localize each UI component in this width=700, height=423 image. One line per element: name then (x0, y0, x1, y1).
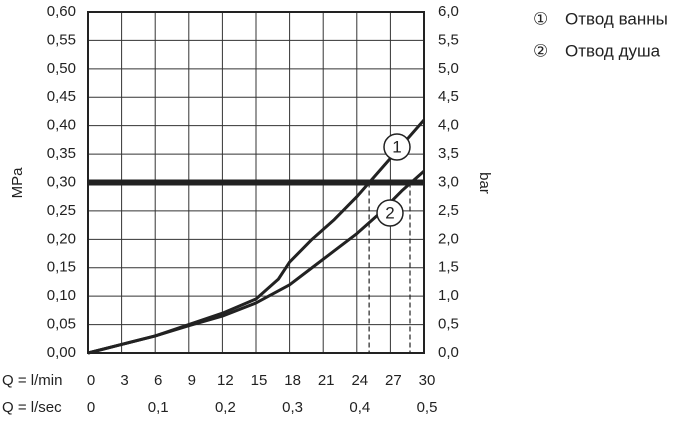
y-tick-label: 0,50 (47, 60, 76, 77)
legend-label: Отвод ванны (565, 9, 668, 28)
y-tick-label: 0,00 (47, 344, 76, 361)
x2-axis-label: Q = l/sec (2, 399, 62, 416)
x-tick-label: 27 (385, 372, 402, 389)
x2-tick-label: 0,4 (349, 399, 370, 416)
x-tick-label: 9 (188, 372, 196, 389)
x2-tick-label: 0,2 (215, 399, 236, 416)
y2-tick-label: 2,0 (438, 230, 459, 247)
x2-tick-label: 0,3 (282, 399, 303, 416)
y2-tick-label: 4,0 (438, 117, 459, 134)
y-tick-label: 0,60 (47, 3, 76, 20)
legend-symbol: ① (533, 9, 548, 28)
curve-label: 1 (392, 137, 401, 156)
y2-tick-label: 0,5 (438, 316, 459, 333)
y2-tick-label: 0,0 (438, 344, 459, 361)
x-tick-label: 0 (87, 372, 95, 389)
x-tick-label: 18 (284, 372, 301, 389)
y2-axis-label: bar (476, 172, 493, 194)
curve-label-circle (383, 133, 411, 161)
y-axis-label: MPa (9, 167, 26, 199)
x-tick-label: 24 (351, 372, 368, 389)
y2-tick-label: 5,0 (438, 60, 459, 77)
y-tick-label: 0,20 (47, 230, 76, 247)
y-tick-label: 0,25 (47, 202, 76, 219)
x-tick-label: 3 (120, 372, 128, 389)
curve-label: 2 (385, 203, 394, 222)
x-tick-label: 21 (318, 372, 335, 389)
y-tick-label: 0,10 (47, 287, 76, 304)
y-tick-label: 0,05 (47, 316, 76, 333)
legend-label: Отвод душа (565, 41, 661, 60)
y-tick-label: 0,15 (47, 259, 76, 276)
x-axis-label: Q = l/min (2, 372, 62, 389)
y2-tick-label: 3,5 (438, 145, 459, 162)
y-tick-label: 0,45 (47, 88, 76, 105)
curve-label-circle (376, 199, 404, 227)
x-tick-label: 15 (251, 372, 268, 389)
y2-tick-label: 3,0 (438, 173, 459, 190)
y2-tick-label: 1,0 (438, 287, 459, 304)
y2-tick-label: 4,5 (438, 88, 459, 105)
x-tick-label: 30 (419, 372, 436, 389)
x-tick-label: 12 (217, 372, 234, 389)
x-tick-label: 6 (154, 372, 162, 389)
y-tick-label: 0,30 (47, 173, 76, 190)
y2-tick-label: 6,0 (438, 3, 459, 20)
y-tick-label: 0,55 (47, 31, 76, 48)
x2-tick-label: 0,5 (417, 399, 438, 416)
x2-tick-label: 0 (87, 399, 95, 416)
y2-tick-label: 5,5 (438, 31, 459, 48)
y-tick-label: 0,35 (47, 145, 76, 162)
y2-tick-label: 2,5 (438, 202, 459, 219)
legend-symbol: ② (533, 41, 548, 60)
y-tick-label: 0,40 (47, 117, 76, 134)
y2-tick-label: 1,5 (438, 259, 459, 276)
x2-tick-label: 0,1 (148, 399, 169, 416)
